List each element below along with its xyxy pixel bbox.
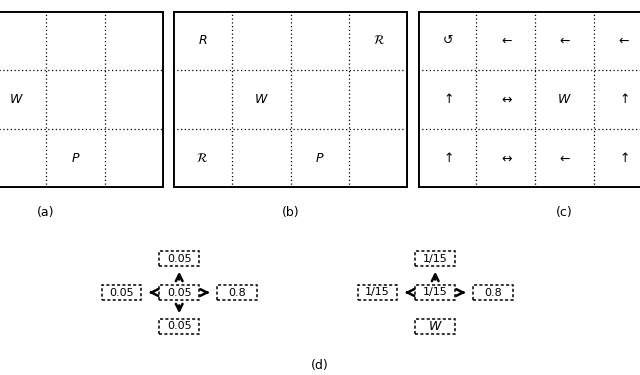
Bar (159, 251, 199, 266)
Text: $\circlearrowleft$: $\circlearrowleft$ (440, 34, 454, 47)
Text: 0.8: 0.8 (228, 288, 246, 297)
Text: $W$: $W$ (254, 93, 269, 106)
Text: $W$: $W$ (428, 320, 443, 333)
Text: $\uparrow$: $\uparrow$ (441, 92, 453, 106)
Text: $\mathcal{R}$: $\mathcal{R}$ (196, 152, 209, 165)
Text: $\uparrow$: $\uparrow$ (617, 92, 630, 106)
Text: $\leftrightarrow$: $\leftrightarrow$ (499, 152, 513, 165)
Bar (217, 285, 257, 300)
Bar (415, 319, 455, 334)
Bar (102, 285, 141, 300)
Text: 0.8: 0.8 (484, 288, 502, 297)
Text: (d): (d) (311, 359, 329, 372)
Text: $\leftarrow$: $\leftarrow$ (557, 34, 572, 47)
Text: $W$: $W$ (557, 93, 572, 106)
Bar (358, 285, 397, 300)
Bar (473, 285, 513, 300)
Text: $P$: $P$ (316, 152, 324, 165)
Bar (159, 285, 199, 300)
Text: $\uparrow$: $\uparrow$ (441, 151, 453, 165)
Text: $\uparrow$: $\uparrow$ (617, 151, 630, 165)
Bar (415, 251, 455, 266)
Bar (159, 319, 199, 334)
Text: 0.05: 0.05 (167, 288, 191, 297)
Text: $\leftarrow$: $\leftarrow$ (557, 152, 572, 165)
Text: 1/15: 1/15 (423, 254, 447, 264)
Text: $W$: $W$ (9, 93, 24, 106)
Bar (415, 285, 455, 300)
Text: $R$: $R$ (198, 34, 207, 47)
Text: $\leftarrow$: $\leftarrow$ (499, 34, 513, 47)
Text: 0.05: 0.05 (109, 288, 134, 297)
Text: 0.05: 0.05 (167, 321, 191, 331)
Text: (a): (a) (37, 206, 55, 219)
Text: $\leftrightarrow$: $\leftrightarrow$ (499, 93, 513, 106)
Text: (b): (b) (282, 206, 300, 219)
Text: $\mathcal{R}$: $\mathcal{R}$ (372, 34, 385, 47)
Text: 0.05: 0.05 (167, 254, 191, 264)
Text: $P$: $P$ (70, 152, 80, 165)
Text: (c): (c) (556, 206, 573, 219)
Text: 1/15: 1/15 (423, 288, 447, 297)
Text: 1/15: 1/15 (365, 288, 390, 297)
Text: $\leftarrow$: $\leftarrow$ (616, 34, 630, 47)
